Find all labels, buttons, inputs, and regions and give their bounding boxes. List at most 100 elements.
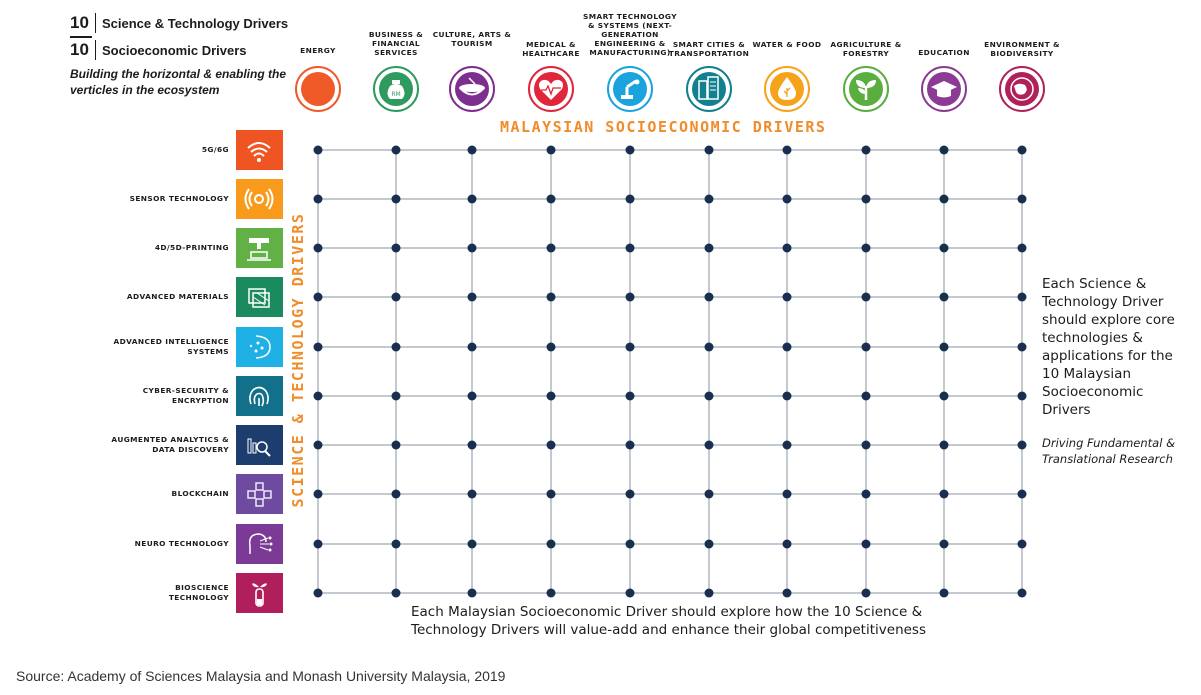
grid-node-r9-c7 — [782, 539, 792, 549]
column-label-8: AGRICULTURE & FORESTRY — [830, 40, 902, 58]
grid-node-r9-c6 — [704, 539, 714, 549]
row-label-2: SENSOR TECHNOLOGY — [129, 194, 229, 203]
row-label-4: ADVANCED MATERIALS — [126, 292, 229, 301]
grid-node-r9-c1 — [313, 539, 323, 549]
analytics-icon — [236, 425, 283, 465]
grid-node-r4-c8 — [861, 292, 871, 302]
legend-st-label: Science & Technology Drivers — [102, 15, 289, 31]
row-label-10: BIOSCIENCE TECHNOLOGY — [168, 583, 229, 602]
globe-nature-icon — [999, 66, 1045, 112]
grid-node-r7-c5 — [625, 440, 635, 450]
grid-node-r7-c10 — [1017, 440, 1027, 450]
row-label-8: BLOCKCHAIN — [171, 489, 229, 498]
printer-icon — [236, 228, 283, 268]
grid-node-r8-c1 — [313, 489, 323, 499]
side-italic-note: Driving Fundamental & Translational Rese… — [1042, 436, 1176, 466]
grid-node-r5-c10 — [1017, 342, 1027, 352]
grid-node-r4-c7 — [782, 292, 792, 302]
grid-node-r6-c4 — [546, 391, 556, 401]
grid-node-r4-c4 — [546, 292, 556, 302]
grid-node-r6-c5 — [625, 391, 635, 401]
grid-node-r5-c7 — [782, 342, 792, 352]
grid-node-r4-c2 — [391, 292, 401, 302]
grid-node-r7-c8 — [861, 440, 871, 450]
grid-node-r6-c2 — [391, 391, 401, 401]
column-label-6: SMART CITIES & TRANSPORTATION — [668, 40, 750, 58]
row-label-7: AUGMENTED ANALYTICS & DATA DISCOVERY — [111, 435, 229, 454]
row-label-6: CYBER-SECURITY & ENCRYPTION — [142, 386, 229, 405]
legend-se-label: Socioeconomic Drivers — [102, 42, 247, 58]
grid-node-r10-c5 — [625, 588, 635, 598]
grid-node-r4-c10 — [1017, 292, 1027, 302]
grid-node-r5-c2 — [391, 342, 401, 352]
drum-icon — [449, 66, 495, 112]
grid-node-r1-c9 — [939, 145, 949, 155]
column-label-10: ENVIRONMENT & BIODIVERSITY — [984, 40, 1060, 58]
grid-node-r9-c9 — [939, 539, 949, 549]
materials-icon — [236, 277, 283, 317]
legend-se-number: 10 — [70, 40, 89, 59]
grid-node-r10-c2 — [391, 588, 401, 598]
grid-node-r4-c5 — [625, 292, 635, 302]
grid-node-r5-c5 — [625, 342, 635, 352]
grid-node-r5-c4 — [546, 342, 556, 352]
city-icon — [686, 66, 732, 112]
grid-node-r10-c8 — [861, 588, 871, 598]
column-label-2: BUSINESS & FINANCIAL SERVICES — [368, 30, 424, 57]
grid-node-r8-c3 — [467, 489, 477, 499]
grid-node-r9-c3 — [467, 539, 477, 549]
grid-node-r10-c3 — [467, 588, 477, 598]
axis-title-top: MALAYSIAN SOCIOECONOMIC DRIVERS — [500, 118, 827, 136]
column-label-9: EDUCATION — [918, 48, 970, 57]
grid-node-r10-c4 — [546, 588, 556, 598]
grid-node-r9-c4 — [546, 539, 556, 549]
column-label-7: WATER & FOOD — [752, 40, 822, 49]
grid-node-r8-c2 — [391, 489, 401, 499]
grid-node-r3-c9 — [939, 243, 949, 253]
column-label-3: CULTURE, ARTS & TOURISM — [432, 30, 512, 48]
grid-node-r1-c8 — [861, 145, 871, 155]
grid-node-r8-c7 — [782, 489, 792, 499]
grid-node-r5-c3 — [467, 342, 477, 352]
legend-st: 10 Science & Technology Drivers — [70, 13, 288, 33]
grid-node-r4-c3 — [467, 292, 477, 302]
grid-node-r1-c6 — [704, 145, 714, 155]
grid-node-r8-c5 — [625, 489, 635, 499]
legend-divider — [95, 40, 96, 60]
grid-node-r9-c8 — [861, 539, 871, 549]
grid-node-r9-c5 — [625, 539, 635, 549]
test-tube-icon — [236, 573, 283, 613]
grid-node-r4-c6 — [704, 292, 714, 302]
grid-node-r8-c4 — [546, 489, 556, 499]
grid-node-r1-c4 — [546, 145, 556, 155]
grid-node-r3-c6 — [704, 243, 714, 253]
grid-node-r1-c3 — [467, 145, 477, 155]
grid-node-r5-c6 — [704, 342, 714, 352]
grid-node-r10-c10 — [1017, 588, 1027, 598]
grid-node-r4-c9 — [939, 292, 949, 302]
grid-node-r3-c10 — [1017, 243, 1027, 253]
grid-node-r8-c9 — [939, 489, 949, 499]
grid-node-r2-c8 — [861, 194, 871, 204]
legend-divider — [95, 13, 96, 33]
legend-rule — [70, 36, 92, 38]
svg-text:RM: RM — [391, 91, 400, 98]
grid-node-r7-c4 — [546, 440, 556, 450]
grid-node-r6-c6 — [704, 391, 714, 401]
row-label-9: NEURO TECHNOLOGY — [134, 539, 229, 548]
grid-node-r7-c3 — [467, 440, 477, 450]
graduation-cap-icon — [921, 66, 967, 112]
grid-node-r10-c6 — [704, 588, 714, 598]
grid-node-r3-c4 — [546, 243, 556, 253]
grid-node-r3-c1 — [313, 243, 323, 253]
grid-node-r2-c6 — [704, 194, 714, 204]
grid-node-r5-c1 — [313, 342, 323, 352]
grid-node-r6-c10 — [1017, 391, 1027, 401]
grid-node-r1-c5 — [625, 145, 635, 155]
water-drop-icon — [764, 66, 810, 112]
grid-node-r2-c1 — [313, 194, 323, 204]
row-label-3: 4D/5D-PRINTING — [154, 243, 229, 252]
column-label-4: MEDICAL & HEALTHCARE — [522, 40, 580, 58]
side-note: Each Science & Technology Driver should … — [1042, 276, 1175, 418]
